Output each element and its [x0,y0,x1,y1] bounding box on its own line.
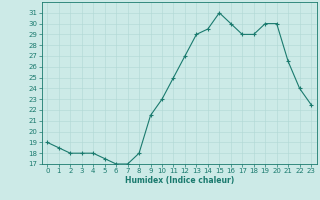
X-axis label: Humidex (Indice chaleur): Humidex (Indice chaleur) [124,176,234,185]
